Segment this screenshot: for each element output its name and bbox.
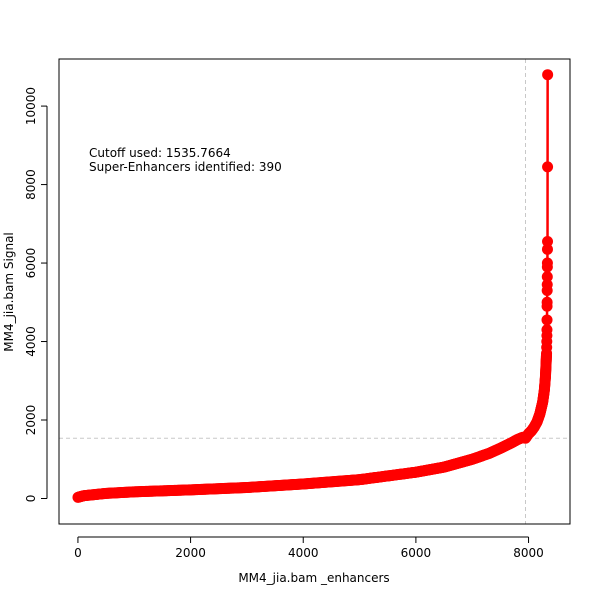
x-tick-label: 2000 <box>175 546 206 560</box>
x-tick-label: 8000 <box>513 546 544 560</box>
x-tick-label: 4000 <box>288 546 319 560</box>
outlier-point <box>541 279 553 291</box>
super-enhancer-count-annotation: Super-Enhancers identified: 390 <box>89 160 282 174</box>
data-points <box>72 69 554 503</box>
outlier-point <box>541 257 553 269</box>
cutoff-lines <box>59 59 570 524</box>
y-tick-label: 0 <box>24 495 38 503</box>
outlier-point <box>541 314 553 326</box>
axis-ticks: 0 2000 4000 6000 8000 0 2000 4000 6000 8000 10000 <box>24 87 544 560</box>
x-tick-label: 6000 <box>401 546 432 560</box>
outlier-point <box>541 324 553 336</box>
y-tick-label: 6000 <box>24 248 38 279</box>
x-axis-label: MM4_jia.bam _enhancers <box>238 571 389 585</box>
outlier-point <box>542 235 554 247</box>
outlier-point <box>541 271 553 283</box>
cutoff-annotation: Cutoff used: 1535.7664 <box>89 146 231 160</box>
outlier-point <box>541 296 553 308</box>
x-tick-label: 0 <box>74 546 82 560</box>
outlier-point <box>542 69 554 81</box>
y-tick-label: 8000 <box>24 169 38 200</box>
y-axis-label: MM4_jia.bam Signal <box>2 232 16 352</box>
y-tick-label: 4000 <box>24 326 38 357</box>
outlier-point <box>541 243 553 255</box>
y-tick-label: 10000 <box>24 87 38 125</box>
plot-frame <box>58 58 571 525</box>
outlier-point <box>542 161 554 173</box>
y-tick-label: 2000 <box>24 405 38 436</box>
